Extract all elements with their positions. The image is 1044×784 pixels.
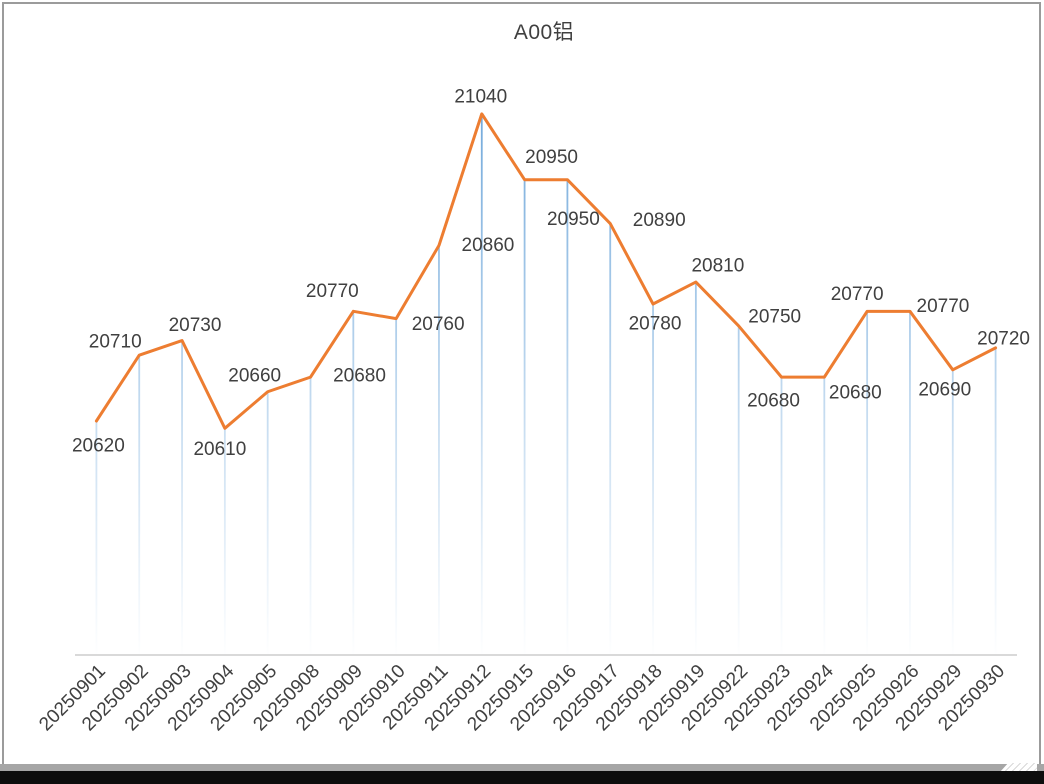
- line-chart: 20620 20710 20730 20610 20660 20680 20770 20760…: [35, 86, 1030, 735]
- data-label: 20660: [228, 365, 281, 386]
- data-label: 20770: [831, 284, 884, 305]
- data-label: 20710: [89, 332, 142, 353]
- data-label: 20680: [747, 391, 800, 412]
- data-label: 20690: [918, 379, 971, 400]
- data-label: 21040: [454, 86, 507, 107]
- chart-title: A00铝: [513, 21, 575, 44]
- price-line: [94, 112, 998, 430]
- data-label: 20760: [412, 314, 465, 335]
- data-label: 20720: [977, 328, 1030, 349]
- data-label: 20950: [547, 209, 600, 230]
- data-label: 20730: [169, 315, 222, 336]
- horizontal-scrollbar[interactable]: [0, 764, 1044, 771]
- window-border-right: [1039, 2, 1041, 764]
- data-label: 20610: [193, 439, 246, 460]
- data-label: 20860: [462, 235, 515, 256]
- data-label: 20680: [829, 383, 882, 404]
- data-label: 20770: [917, 296, 970, 317]
- data-label: 20620: [72, 436, 125, 457]
- data-label: 20810: [691, 256, 744, 277]
- data-label: 20750: [748, 306, 801, 327]
- window-border-left: [2, 2, 4, 764]
- resize-grip[interactable]: [1000, 763, 1037, 772]
- data-label: 20680: [333, 366, 386, 387]
- bottom-band: [0, 771, 1044, 784]
- data-label: 20890: [633, 210, 686, 231]
- window-border-top: [2, 2, 1041, 4]
- data-label: 20950: [525, 147, 578, 168]
- data-label: 20770: [306, 281, 359, 302]
- data-label: 20780: [629, 314, 682, 335]
